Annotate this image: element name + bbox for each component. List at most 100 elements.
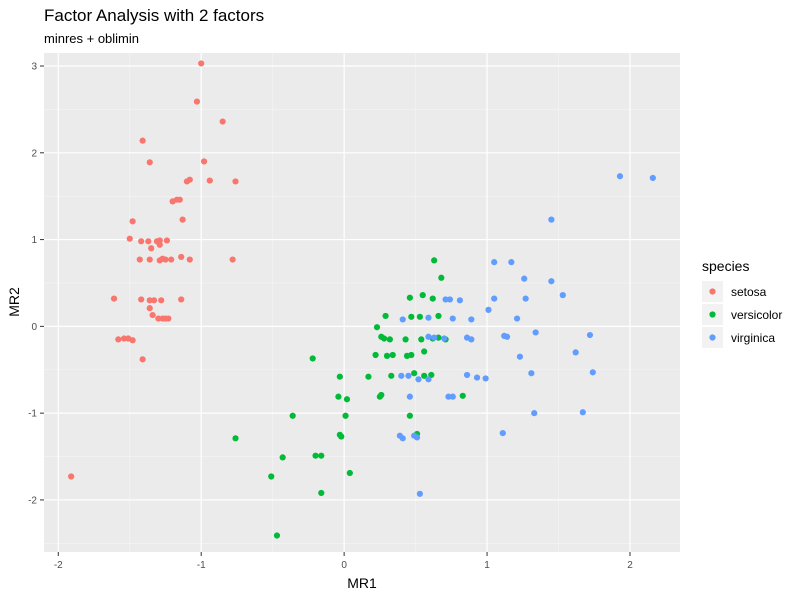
setosa-point-17 bbox=[145, 238, 152, 245]
versicolor-point-5 bbox=[382, 312, 389, 320]
virginica-point-15 bbox=[468, 316, 475, 323]
versicolor-point-32 bbox=[378, 391, 385, 399]
virginica-point-17 bbox=[425, 333, 432, 340]
virginica-point-39 bbox=[531, 410, 538, 417]
virginica-point-37 bbox=[445, 393, 452, 400]
virginica-point-45 bbox=[499, 430, 506, 437]
y-tick-label-2: 0 bbox=[31, 322, 37, 333]
setosa-point-40 bbox=[155, 315, 162, 322]
virginica-point-6 bbox=[548, 278, 555, 285]
virginica-point-30 bbox=[425, 376, 432, 383]
virginica-point-18 bbox=[431, 334, 438, 341]
x-tick-label-4: 2 bbox=[627, 560, 633, 571]
setosa-point-24 bbox=[186, 256, 193, 263]
setosa-point-33 bbox=[138, 296, 145, 303]
setosa-point-25 bbox=[136, 256, 143, 263]
versicolor-point-24 bbox=[309, 355, 316, 362]
legend-swatch-versicolor bbox=[709, 311, 716, 318]
setosa-point-47 bbox=[129, 337, 136, 344]
versicolor-point-40 bbox=[338, 433, 345, 440]
versicolor-point-48 bbox=[318, 489, 325, 497]
setosa-point-22 bbox=[148, 245, 155, 252]
plot-panel bbox=[44, 53, 680, 552]
axis-tick-labels: -2 -1 0 1 2 -2 -1 0 1 2 3 bbox=[28, 62, 633, 571]
setosa-point-44 bbox=[115, 336, 122, 343]
versicolor-point-11 bbox=[386, 336, 393, 343]
versicolor-point-37 bbox=[342, 412, 349, 419]
setosa-point-35 bbox=[150, 297, 158, 304]
versicolor-point-17 bbox=[378, 333, 385, 340]
versicolor-point-42 bbox=[232, 435, 239, 442]
chart-title: Factor Analysis with 2 factors bbox=[44, 6, 264, 25]
virginica-point-28 bbox=[405, 372, 412, 379]
setosa-point-29 bbox=[162, 256, 169, 263]
legend-swatch-setosa bbox=[709, 288, 716, 295]
y-tick-label-1: -1 bbox=[28, 409, 37, 420]
virginica-point-3 bbox=[491, 259, 498, 266]
y-tick-label-0: -2 bbox=[28, 495, 37, 506]
setosa-point-31 bbox=[229, 256, 236, 263]
versicolor-point-4 bbox=[429, 295, 436, 302]
setosa-point-8 bbox=[206, 177, 213, 184]
versicolor-point-3 bbox=[419, 292, 426, 299]
virginica-point-1 bbox=[649, 174, 656, 182]
virginica-point-38 bbox=[449, 393, 456, 400]
versicolor-point-30 bbox=[336, 373, 343, 380]
setosa-point-36 bbox=[158, 297, 165, 304]
versicolor-point-12 bbox=[402, 336, 409, 343]
versicolor-point-8 bbox=[435, 312, 442, 320]
versicolor-point-34 bbox=[343, 396, 351, 403]
virginica-point-40 bbox=[579, 409, 586, 416]
virginica-point-27 bbox=[572, 349, 579, 356]
versicolor-point-21 bbox=[408, 351, 415, 359]
setosa-point-26 bbox=[146, 256, 153, 263]
virginica-point-24 bbox=[532, 329, 539, 336]
setosa-point-15 bbox=[126, 235, 133, 242]
versicolor-point-13 bbox=[418, 336, 425, 343]
virginica-point-48 bbox=[485, 306, 492, 313]
x-tick-label-0: -2 bbox=[54, 560, 63, 571]
versicolor-point-46 bbox=[346, 469, 353, 477]
versicolor-point-33 bbox=[335, 393, 342, 400]
setosa-point-11 bbox=[176, 196, 183, 203]
setosa-point-20 bbox=[163, 237, 171, 244]
versicolor-point-47 bbox=[268, 473, 275, 480]
setosa-point-3 bbox=[139, 137, 146, 144]
y-axis-title: MR2 bbox=[6, 287, 22, 317]
setosa-point-34 bbox=[146, 297, 153, 304]
x-axis-title: MR1 bbox=[347, 575, 377, 591]
setosa-point-23 bbox=[178, 253, 185, 261]
setosa-point-12 bbox=[169, 198, 176, 205]
virginica-point-35 bbox=[589, 369, 596, 376]
versicolor-point-36 bbox=[289, 412, 296, 419]
setosa-point-14 bbox=[179, 216, 186, 223]
legend-title: species bbox=[702, 258, 749, 274]
versicolor-point-43 bbox=[312, 452, 319, 459]
legend: species setosa versicolor virginica bbox=[702, 258, 782, 348]
versicolor-point-9 bbox=[373, 324, 381, 331]
setosa-point-43 bbox=[165, 315, 172, 322]
x-tick-label-3: 1 bbox=[484, 560, 490, 571]
x-tick-label-2: 0 bbox=[341, 560, 347, 571]
virginica-point-12 bbox=[399, 316, 406, 323]
virginica-point-46 bbox=[416, 490, 423, 497]
y-tick-label-5: 3 bbox=[31, 62, 37, 73]
virginica-point-36 bbox=[406, 393, 413, 400]
setosa-point-37 bbox=[178, 296, 185, 303]
setosa-point-19 bbox=[156, 237, 163, 244]
setosa-point-30 bbox=[168, 256, 175, 263]
virginica-point-7 bbox=[559, 292, 566, 299]
setosa-point-21 bbox=[156, 241, 163, 248]
virginica-point-29 bbox=[415, 376, 422, 383]
versicolor-point-35 bbox=[459, 392, 466, 399]
y-tick-label-4: 2 bbox=[31, 148, 37, 159]
virginica-point-2 bbox=[548, 216, 555, 223]
minor-gridlines bbox=[44, 53, 680, 552]
versicolor-point-27 bbox=[411, 370, 418, 377]
versicolor-point-25 bbox=[365, 373, 372, 380]
virginica-point-31 bbox=[463, 371, 471, 379]
legend-label-virginica: virginica bbox=[731, 331, 775, 345]
versicolor-point-2 bbox=[406, 294, 413, 301]
setosa-point-49 bbox=[68, 473, 75, 480]
